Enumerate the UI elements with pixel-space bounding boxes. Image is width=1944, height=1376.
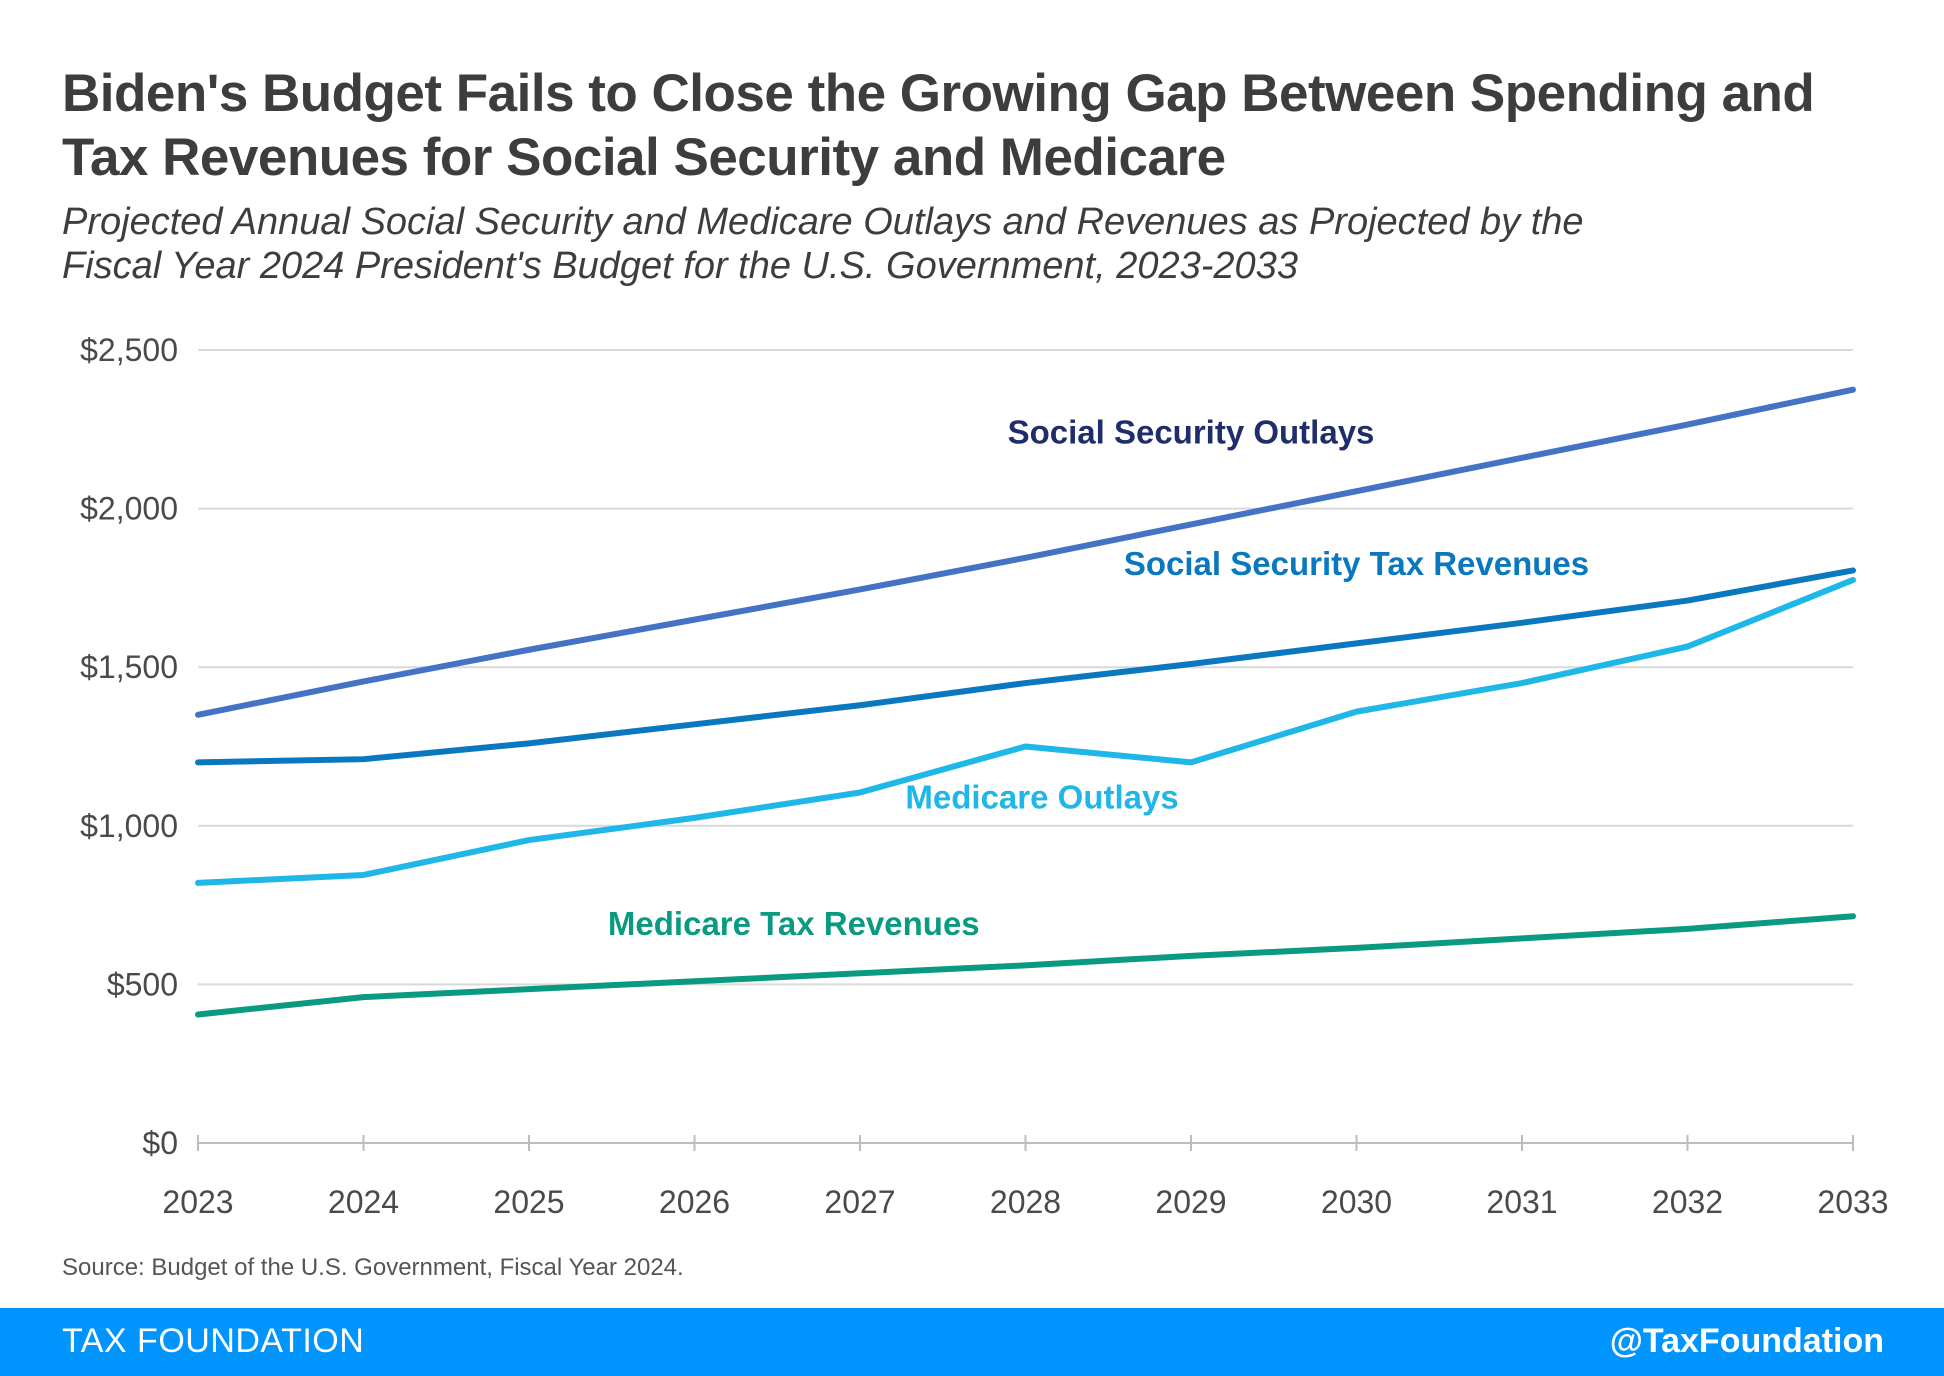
x-tick-label-2028: 2028 xyxy=(990,1184,1061,1220)
x-tick-label-2029: 2029 xyxy=(1155,1184,1226,1220)
footer-brand: TAX FOUNDATION xyxy=(62,1322,365,1360)
y-tick-label-0: $0 xyxy=(142,1125,178,1161)
series-label-medicare-tax-revenues: Medicare Tax Revenues xyxy=(608,905,980,942)
series-label-social-security-tax-revenues: Social Security Tax Revenues xyxy=(1124,545,1589,582)
subtitle-line-1: Projected Annual Social Security and Med… xyxy=(62,201,1584,243)
x-tick-label-2032: 2032 xyxy=(1652,1184,1723,1220)
x-tick-label-2024: 2024 xyxy=(328,1184,399,1220)
y-tick-label-1000: $1,000 xyxy=(80,808,178,844)
y-tick-label-500: $500 xyxy=(107,966,178,1002)
subtitle-line-2: Fiscal Year 2024 President's Budget for … xyxy=(62,245,1298,287)
x-tick-label-2033: 2033 xyxy=(1817,1184,1888,1220)
x-tick-label-2027: 2027 xyxy=(824,1184,895,1220)
x-tick-label-2026: 2026 xyxy=(659,1184,730,1220)
y-tick-label-1500: $1,500 xyxy=(80,649,178,685)
x-tick-label-2031: 2031 xyxy=(1486,1184,1557,1220)
series-label-medicare-outlays: Medicare Outlays xyxy=(905,778,1178,815)
footer-handle: @TaxFoundation xyxy=(1609,1322,1884,1360)
series-line-medicare-outlays xyxy=(195,576,1856,886)
y-tick-label-2000: $2,000 xyxy=(80,491,178,527)
chart-title: Biden's Budget Fails to Close the Growin… xyxy=(62,64,1815,187)
line-chart: $0 $500 $1,000 $1,500 $2,000 $2,500 2023 2024 20… xyxy=(80,332,1888,1220)
series-label-social-security-outlays: Social Security Outlays xyxy=(1008,414,1375,451)
source-note: Source: Budget of the U.S. Government, F… xyxy=(62,1254,684,1281)
x-tick-label-2023: 2023 xyxy=(162,1184,233,1220)
y-tick-label-2500: $2,500 xyxy=(80,332,178,368)
chart-subtitle: Projected Annual Social Security and Med… xyxy=(62,200,1882,288)
footer-bar: TAX FOUNDATION @TaxFoundation xyxy=(0,1308,1944,1376)
x-tick-label-2030: 2030 xyxy=(1321,1184,1392,1220)
x-tick-label-2025: 2025 xyxy=(493,1184,564,1220)
